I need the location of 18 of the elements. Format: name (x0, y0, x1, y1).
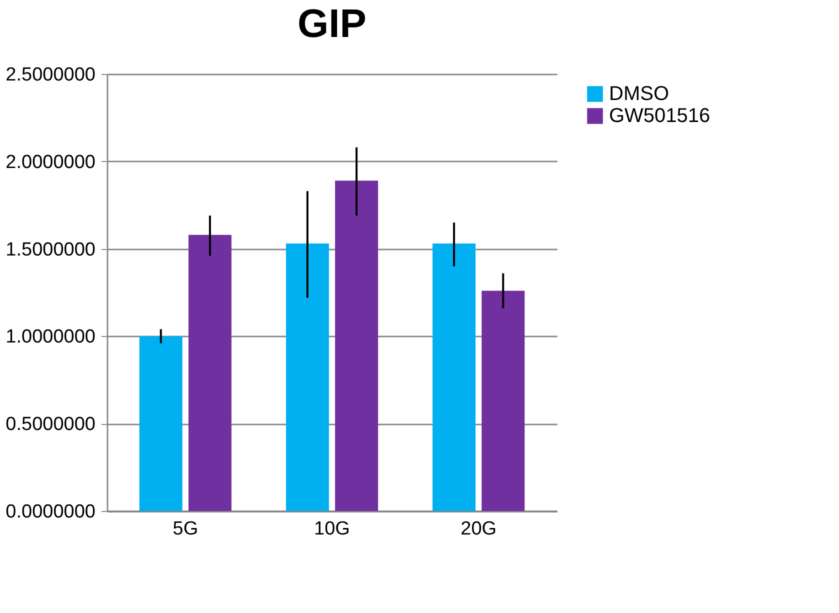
y-tick-label: 2.0000000 (6, 152, 96, 173)
legend-label: GW501516 (609, 105, 710, 127)
chart-title: GIP (298, 2, 366, 46)
x-tick-label: 20G (460, 518, 497, 540)
legend-label: DMSO (609, 83, 669, 105)
bar (482, 290, 525, 511)
bar (139, 336, 182, 511)
bar (432, 244, 476, 511)
y-tick-label: 0.0000000 (6, 502, 96, 522)
y-tick-label: 1.5000000 (6, 239, 96, 260)
x-tick-label: 5G (172, 518, 198, 540)
bar (335, 180, 378, 511)
x-tick-label: 10G (314, 518, 350, 540)
bar (188, 234, 232, 511)
y-tick-label: 0.5000000 (6, 414, 96, 436)
y-tick-label: 2.5000000 (6, 64, 96, 86)
bar (286, 244, 329, 511)
y-tick-label: 1.0000000 (6, 326, 96, 348)
